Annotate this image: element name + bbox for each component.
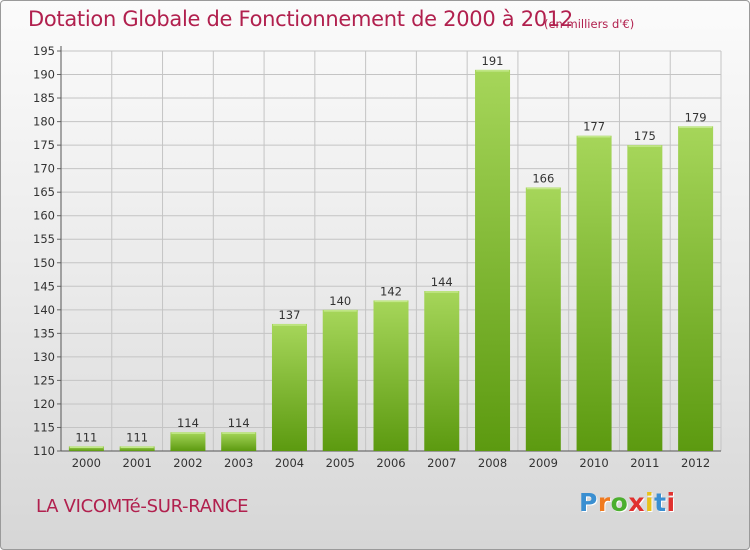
x-tick-label: 2002 <box>173 456 202 470</box>
x-tick-label: 2011 <box>630 456 659 470</box>
y-tick-label: 115 <box>33 420 55 434</box>
bar <box>627 145 663 451</box>
y-tick-label: 140 <box>33 303 55 317</box>
logo-letter: t <box>654 488 667 517</box>
x-tick-label: 2009 <box>529 456 558 470</box>
logo-letter: i <box>666 488 676 517</box>
chart-subtitle: (en milliers d'€) <box>544 17 635 31</box>
bar <box>221 432 257 451</box>
x-tick-label: 2012 <box>681 456 710 470</box>
data-label: 114 <box>228 416 250 430</box>
y-tick-label: 190 <box>33 68 55 82</box>
x-tick-label: 2006 <box>376 456 405 470</box>
x-tick-label: 2005 <box>326 456 355 470</box>
data-label: 111 <box>126 430 148 444</box>
axes: 110 115 120 125 130 135 140 145 150 155 160 165 170 1… <box>33 44 721 470</box>
bar <box>678 126 714 451</box>
x-tick-label: 2003 <box>224 456 253 470</box>
logo-letter: P <box>579 488 598 517</box>
logo-letter: r <box>597 488 611 517</box>
data-label: 175 <box>634 129 656 143</box>
logo-letter: o <box>610 488 629 517</box>
bars <box>68 69 714 452</box>
x-tick-label: 2007 <box>427 456 456 470</box>
logo-letter: i <box>645 488 655 517</box>
data-label: 179 <box>685 110 707 124</box>
data-label: 114 <box>177 416 199 430</box>
bar <box>424 291 460 451</box>
data-labels: 111 111 114 114 137 140 142 144 191 166 177 175 179 <box>75 54 706 444</box>
y-tick-label: 145 <box>33 279 55 293</box>
data-label: 191 <box>482 54 504 68</box>
y-tick-label: 155 <box>33 232 55 246</box>
y-tick-label: 130 <box>33 350 55 364</box>
bar <box>475 69 511 451</box>
y-tick-label: 120 <box>33 397 55 411</box>
x-tick-label: 2004 <box>275 456 304 470</box>
commune-name: LA VICOMTé-SUR-RANCE <box>36 496 249 517</box>
bar <box>576 135 612 452</box>
data-label: 166 <box>532 171 554 185</box>
y-tick-label: 160 <box>33 209 55 223</box>
y-tick-label: 170 <box>33 162 55 176</box>
y-tick-label: 125 <box>33 373 55 387</box>
y-tick-label: 195 <box>33 44 55 58</box>
x-tick-label: 2000 <box>72 456 101 470</box>
bar <box>271 323 307 451</box>
y-tick-label: 185 <box>33 91 55 105</box>
y-tick-label: 165 <box>33 185 55 199</box>
chart-title: Dotation Globale de Fonctionnement de 20… <box>28 7 573 31</box>
y-tick-label: 180 <box>33 115 55 129</box>
bar <box>373 300 409 451</box>
bar <box>525 187 561 451</box>
data-label: 111 <box>75 430 97 444</box>
logo-letter: x <box>628 488 645 517</box>
bar <box>322 309 358 451</box>
y-tick-label: 135 <box>33 326 55 340</box>
y-tick-label: 150 <box>33 256 55 270</box>
data-label: 140 <box>329 294 351 308</box>
x-tick-label: 2010 <box>579 456 608 470</box>
bar <box>68 446 104 451</box>
data-label: 142 <box>380 284 402 298</box>
y-tick-label: 110 <box>33 444 55 458</box>
data-label: 137 <box>278 308 300 322</box>
bar <box>119 446 155 451</box>
data-label: 144 <box>431 275 453 289</box>
y-tick-label: 175 <box>33 138 55 152</box>
proxiti-logo: Proxiti <box>579 488 676 517</box>
data-label: 177 <box>583 120 605 134</box>
x-tick-label: 2001 <box>123 456 152 470</box>
x-tick-label: 2008 <box>478 456 507 470</box>
bar <box>170 432 206 451</box>
